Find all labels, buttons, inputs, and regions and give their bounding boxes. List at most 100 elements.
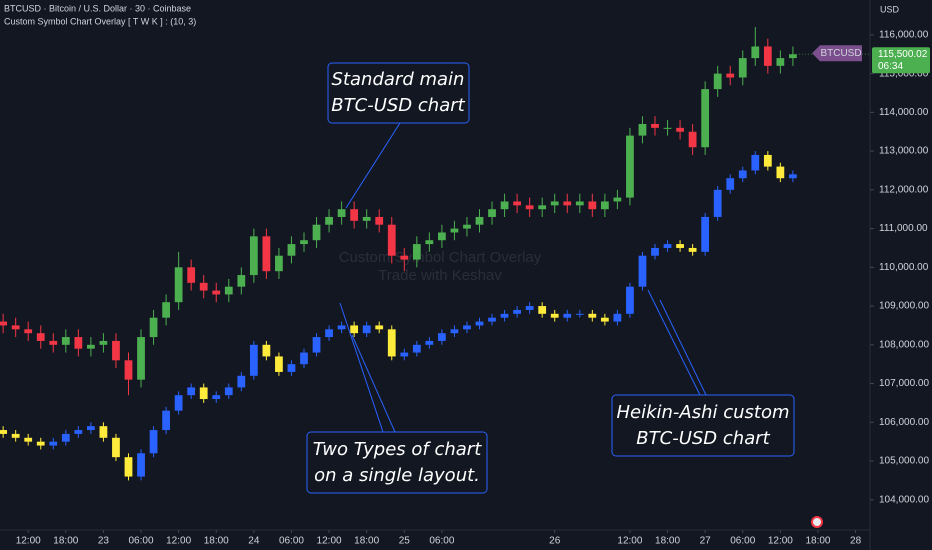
annotation-box [306, 431, 488, 494]
candle-body [187, 267, 196, 283]
x-tick-label: 06:00 [279, 536, 304, 547]
candle-body [789, 174, 797, 179]
x-tick-label: 12:00 [166, 536, 191, 547]
x-tick-label: 12:00 [317, 536, 342, 547]
candle-body [450, 228, 459, 233]
last-price-label: 115,500.02 [878, 49, 928, 60]
candle-body [463, 325, 471, 330]
candle-body [262, 344, 271, 357]
candle-body [124, 360, 133, 380]
candle-body [463, 224, 471, 229]
candle-body [538, 306, 547, 314]
candle-body [789, 54, 797, 59]
candle-body [87, 426, 95, 431]
y-tick-label: 114,000.00 [879, 107, 929, 118]
candle-body [626, 286, 634, 314]
candle-body [199, 387, 208, 400]
candle-body [676, 244, 684, 248]
candle-body [212, 395, 221, 400]
candle-body [475, 216, 484, 225]
candle-body [362, 216, 371, 221]
candle-body [337, 209, 346, 217]
candle-body [763, 154, 772, 167]
annotation-text: Heikin-Ashi custom [616, 402, 789, 423]
candle-body [738, 58, 747, 78]
candle-body [538, 205, 547, 210]
candle-body [450, 329, 459, 334]
x-tick-label: 18:00 [354, 536, 379, 547]
candle-body [688, 131, 697, 148]
candle-body [663, 244, 672, 248]
candle-body [74, 337, 83, 349]
candle-body [613, 197, 622, 202]
y-tick-label: 105,000.00 [879, 456, 929, 467]
candle-body [300, 352, 308, 365]
candle-body [0, 430, 8, 434]
candle-body [763, 46, 772, 66]
countdown: 06:34 [878, 61, 903, 72]
candle-body [224, 387, 233, 396]
candle-body [600, 201, 609, 210]
annotation-text: BTC-USD chart [636, 428, 770, 449]
y-tick-label: 110,000.00 [879, 262, 929, 273]
candle-body [400, 255, 409, 260]
candle-body [36, 333, 45, 341]
x-tick-label: 12:00 [617, 536, 642, 547]
x-tick-label: 12:00 [16, 536, 41, 547]
candle-body [513, 309, 521, 314]
candle-body [287, 364, 296, 372]
x-tick-label: 28 [850, 536, 862, 547]
candle-body [187, 387, 196, 396]
candle-body [249, 344, 258, 376]
candle-body [137, 337, 145, 380]
candle-body [61, 433, 70, 442]
candle-body [49, 340, 58, 345]
candle-body [24, 437, 33, 442]
candle-body [513, 201, 521, 206]
candle-body [412, 344, 421, 353]
candle-body [149, 430, 158, 454]
candle-body [688, 247, 697, 252]
candle-body [61, 337, 70, 345]
candle-body [500, 313, 509, 318]
candle-body [162, 410, 170, 431]
currency: USD [880, 4, 900, 14]
event-icon[interactable] [811, 516, 823, 528]
candle-body [726, 178, 735, 190]
annotation-text: Standard main [332, 69, 465, 90]
x-tick-label: 26 [549, 536, 561, 547]
x-tick-label: 18:00 [805, 536, 830, 547]
annotation-text: BTC-USD chart [331, 95, 465, 116]
annotation-box [611, 394, 795, 457]
candle-body [99, 340, 108, 345]
candle-body [713, 189, 722, 217]
candle-body [87, 344, 95, 349]
candle-body [751, 46, 760, 59]
candle-body [726, 73, 735, 78]
indicator-title: Custom Symbol Chart Overlay [ T W K ] : … [4, 16, 196, 26]
x-tick-label: 24 [248, 536, 260, 547]
x-tick-label: 18:00 [655, 536, 680, 547]
candle-body [713, 73, 722, 90]
pointer [339, 302, 384, 433]
y-tick-label: 109,000.00 [879, 301, 929, 312]
candle-body [701, 216, 710, 252]
candle-body [525, 306, 534, 310]
candle-body [738, 170, 747, 179]
candle-body [438, 232, 446, 241]
x-tick-label: 25 [399, 536, 411, 547]
candle-body [776, 166, 785, 179]
symbol-tag-label: BTCUSD [820, 48, 861, 59]
pointer [351, 334, 396, 433]
candle-body [149, 317, 158, 338]
y-tick-label: 113,000.00 [879, 146, 929, 157]
candle-body [425, 340, 434, 345]
candle-body [174, 267, 183, 303]
annotation-text: Two Types of chart [313, 439, 482, 460]
candle-body [112, 437, 120, 458]
candle-body [613, 313, 622, 322]
candle-body [488, 209, 496, 217]
y-tick-label: 108,000.00 [879, 339, 929, 350]
candle-body [275, 255, 283, 272]
